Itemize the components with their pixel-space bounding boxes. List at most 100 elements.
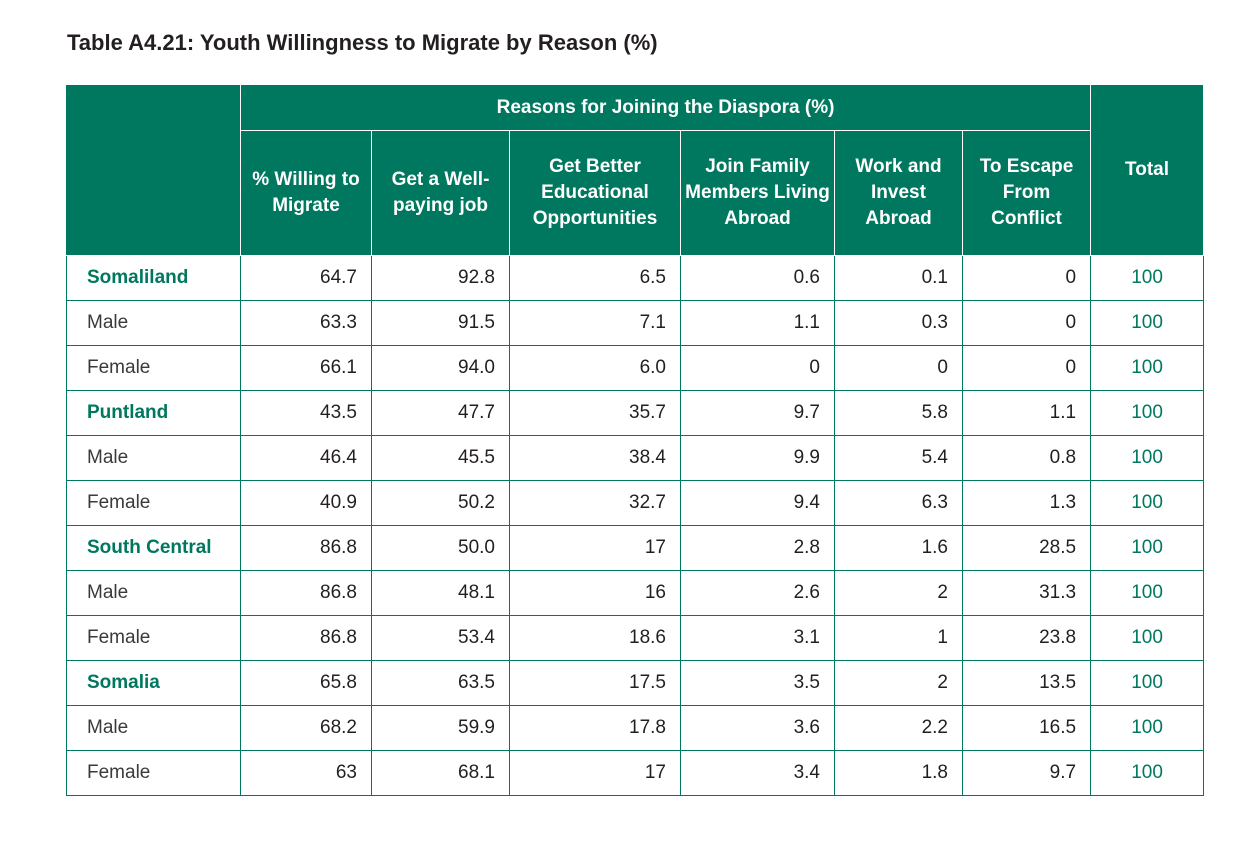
table-cell: 53.4: [371, 615, 510, 661]
table-cell: 3.4: [680, 750, 835, 796]
table-cell: 68.1: [371, 750, 510, 796]
total-header: Total: [1090, 84, 1205, 256]
table-row: Male 46.4 45.5 38.4 9.9 5.4 0.8 100: [66, 435, 1205, 481]
table-cell: 9.4: [680, 480, 835, 526]
table-cell: 48.1: [371, 570, 510, 616]
total-cell: 100: [1090, 435, 1205, 481]
table-cell: 91.5: [371, 300, 510, 346]
table-cell: 6.3: [834, 480, 963, 526]
table-cell: 63.5: [371, 660, 510, 706]
table-row: Male 86.8 48.1 16 2.6 2 31.3 100: [66, 570, 1205, 616]
gender-label: Female: [66, 750, 241, 796]
table-cell: 3.1: [680, 615, 835, 661]
table-cell: 0: [961, 300, 1092, 346]
table-cell: 50.0: [371, 525, 510, 571]
table-cell: 1.8: [834, 750, 963, 796]
total-cell: 100: [1090, 480, 1205, 526]
gender-label: Male: [66, 570, 241, 616]
table-row: Somalia 65.8 63.5 17.5 3.5 2 13.5 100: [66, 660, 1205, 706]
region-label: Somaliland: [66, 255, 241, 301]
region-label: South Central: [66, 525, 241, 571]
table-cell: 64.7: [240, 255, 372, 301]
table-row: Female 86.8 53.4 18.6 3.1 1 23.8 100: [66, 615, 1205, 661]
total-cell: 100: [1090, 570, 1205, 616]
table-cell: 1.6: [834, 525, 963, 571]
table-cell: 3.6: [680, 705, 835, 751]
table-cell: 86.8: [240, 525, 372, 571]
table-cell: 92.8: [371, 255, 510, 301]
table-cell: 43.5: [240, 390, 372, 436]
total-cell: 100: [1090, 705, 1205, 751]
table-cell: 1.1: [680, 300, 835, 346]
total-cell: 100: [1090, 300, 1205, 346]
table-cell: 17: [509, 525, 681, 571]
table-cell: 9.7: [680, 390, 835, 436]
table-row: Male 68.2 59.9 17.8 3.6 2.2 16.5 100: [66, 705, 1205, 751]
region-label: Puntland: [66, 390, 241, 436]
table-cell: 31.3: [961, 570, 1092, 616]
gender-label: Female: [66, 615, 241, 661]
total-cell: 100: [1090, 525, 1205, 571]
column-header: Get a Well-paying job: [371, 130, 510, 256]
table-cell: 47.7: [371, 390, 510, 436]
table-cell: 38.4: [509, 435, 681, 481]
migration-table: Reasons for Joining the Diaspora (%) Tot…: [66, 84, 1205, 796]
total-cell: 100: [1090, 615, 1205, 661]
total-cell: 100: [1090, 660, 1205, 706]
table-cell: 63: [240, 750, 372, 796]
table-cell: 16.5: [961, 705, 1092, 751]
table-cell: 1.1: [961, 390, 1092, 436]
table-row: South Central 86.8 50.0 17 2.8 1.6 28.5 100: [66, 525, 1205, 571]
table-cell: 0: [680, 345, 835, 391]
table-row: Female 66.1 94.0 6.0 0 0 0 100: [66, 345, 1205, 391]
column-header: Work and Invest Abroad: [834, 130, 963, 256]
table-cell: 2.8: [680, 525, 835, 571]
table-cell: 16: [509, 570, 681, 616]
table-cell: 28.5: [961, 525, 1092, 571]
table-cell: 6.5: [509, 255, 681, 301]
table-cell: 86.8: [240, 615, 372, 661]
total-cell: 100: [1090, 345, 1205, 391]
column-header: Join Family Members Living Abroad: [680, 130, 835, 256]
region-label: Somalia: [66, 660, 241, 706]
table-cell: 0: [961, 255, 1092, 301]
table-cell: 17.8: [509, 705, 681, 751]
table-cell: 46.4: [240, 435, 372, 481]
table-cell: 2: [834, 570, 963, 616]
column-header: Get Better Educational Opportunities: [509, 130, 681, 256]
table-cell: 0.8: [961, 435, 1092, 481]
table-cell: 68.2: [240, 705, 372, 751]
table-cell: 1: [834, 615, 963, 661]
table-cell: 17.5: [509, 660, 681, 706]
table-cell: 5.4: [834, 435, 963, 481]
table-cell: 23.8: [961, 615, 1092, 661]
table-cell: 94.0: [371, 345, 510, 391]
table-cell: 9.9: [680, 435, 835, 481]
gender-label: Female: [66, 480, 241, 526]
total-cell: 100: [1090, 390, 1205, 436]
table-cell: 0.6: [680, 255, 835, 301]
table-cell: 3.5: [680, 660, 835, 706]
table-row: Somaliland 64.7 92.8 6.5 0.6 0.1 0 100: [66, 255, 1205, 301]
table-row: Female 63 68.1 17 3.4 1.8 9.7 100: [66, 750, 1205, 796]
table-cell: 63.3: [240, 300, 372, 346]
table-title: Table A4.21: Youth Willingness to Migrat…: [67, 30, 658, 55]
table-cell: 0.3: [834, 300, 963, 346]
table-body: Somaliland 64.7 92.8 6.5 0.6 0.1 0 100 Male 63.3 9…: [66, 255, 1205, 796]
table-cell: 45.5: [371, 435, 510, 481]
table-cell: 0: [961, 345, 1092, 391]
column-header: % Willing to Migrate: [240, 130, 372, 256]
group-header: Reasons for Joining the Diaspora (%): [239, 84, 1092, 131]
table-cell: 7.1: [509, 300, 681, 346]
table-cell: 66.1: [240, 345, 372, 391]
table-cell: 1.3: [961, 480, 1092, 526]
total-cell: 100: [1090, 750, 1205, 796]
table-row: Female 40.9 50.2 32.7 9.4 6.3 1.3 100: [66, 480, 1205, 526]
gender-label: Male: [66, 705, 241, 751]
table-cell: 18.6: [509, 615, 681, 661]
table-cell: 2: [834, 660, 963, 706]
table-cell: 5.8: [834, 390, 963, 436]
table-cell: 0: [834, 345, 963, 391]
table-row: Puntland 43.5 47.7 35.7 9.7 5.8 1.1 100: [66, 390, 1205, 436]
column-header: To Escape From Conflict: [961, 130, 1092, 256]
